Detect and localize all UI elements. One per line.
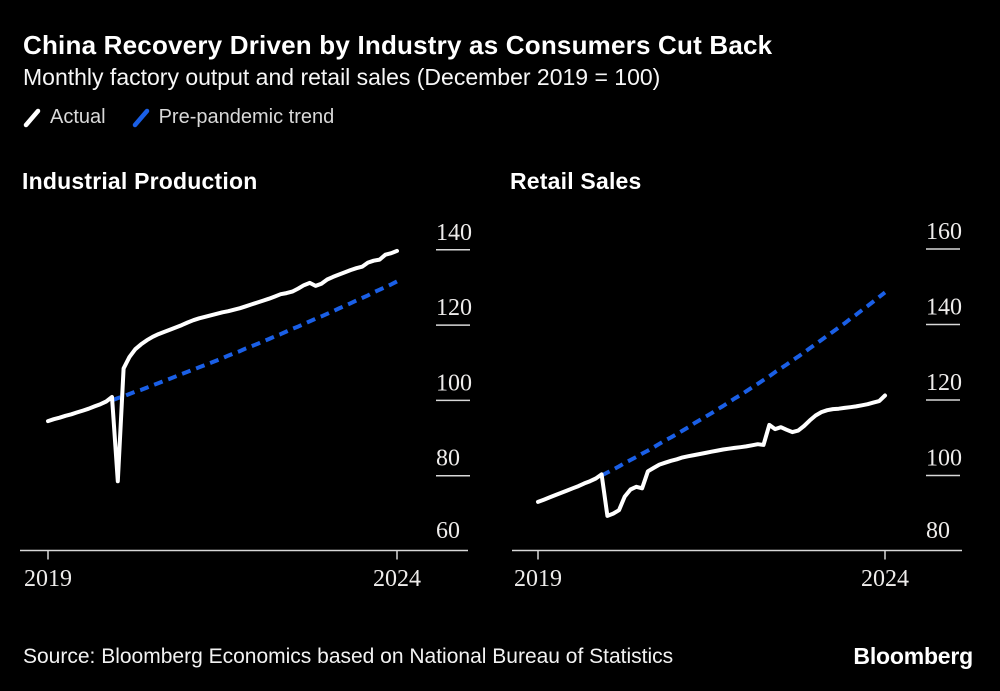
- y-axis-tick-label: 100: [436, 370, 472, 396]
- x-axis-tick-label: 2019: [514, 566, 562, 592]
- y-axis-tick-label: 60: [436, 518, 460, 544]
- legend-item-actual: Actual: [23, 106, 106, 129]
- legend-label-trend: Pre-pandemic trend: [158, 106, 335, 128]
- y-axis-tick-label: 80: [436, 446, 460, 472]
- legend-label-actual: Actual: [50, 106, 106, 128]
- x-axis-tick-label: 2024: [861, 566, 909, 592]
- y-axis-tick-label: 120: [436, 295, 472, 321]
- y-axis-tick-label: 140: [436, 220, 472, 246]
- page-subtitle: Monthly factory output and retail sales …: [23, 64, 661, 90]
- y-axis-tick-label: 120: [926, 370, 962, 396]
- chart-title-retail-sales: Retail Sales: [510, 168, 642, 194]
- trend-line-swatch-icon: [132, 108, 149, 127]
- industrial-production-chart-block: Industrial Production 2019 2024 140 120 100 8…: [20, 168, 472, 592]
- actual-line: [536, 393, 887, 518]
- industrial-production-chart: 2019 2024 140 120 100 80 60: [20, 220, 472, 592]
- retail-sales-chart-block: Retail Sales 2019 2024 160 140 120 100 80: [500, 0, 1000, 691]
- actual-line-swatch-icon: [23, 108, 41, 127]
- pre-pandemic-trend-line: [111, 279, 398, 403]
- y-axis-tick-label: 160: [926, 219, 962, 245]
- y-axis-tick-label: 140: [926, 295, 962, 321]
- actual-line: [46, 248, 399, 484]
- x-axis-tick-label: 2024: [373, 566, 421, 592]
- y-axis-tick-label: 100: [926, 446, 962, 472]
- page-title: China Recovery Driven by Industry as Con…: [23, 30, 773, 60]
- chart-title-industrial-production: Industrial Production: [22, 168, 258, 194]
- legend-item-trend: Pre-pandemic trend: [132, 106, 335, 129]
- x-axis-tick-label: 2019: [24, 566, 72, 592]
- y-axis-tick-label: 80: [926, 518, 950, 544]
- retail-sales-chart: 2019 2024 160 140 120 100 80: [512, 219, 962, 592]
- pre-pandemic-trend-line: [600, 290, 887, 478]
- legend: Actual Pre-pandemic trend: [23, 106, 334, 129]
- bloomberg-logo: Bloomberg: [853, 643, 973, 669]
- source-note: Source: Bloomberg Economics based on Nat…: [23, 645, 674, 668]
